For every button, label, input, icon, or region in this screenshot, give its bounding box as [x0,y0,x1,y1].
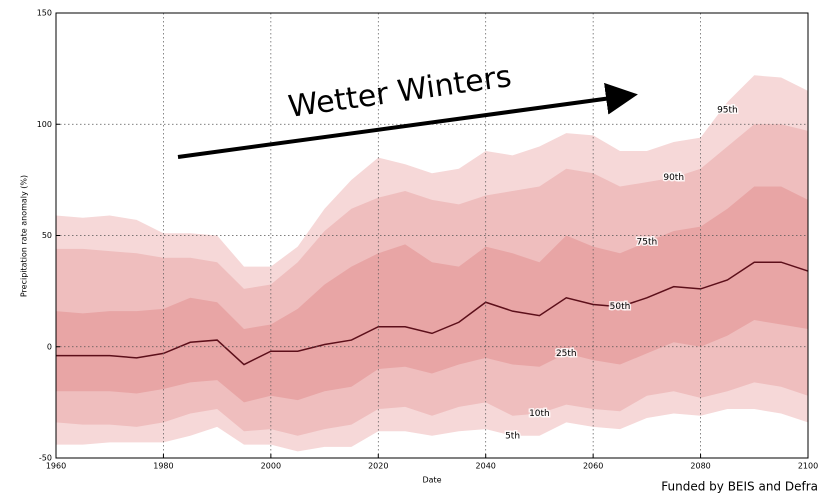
x-tick-label: 2000 [261,462,281,471]
y-tick-label: 150 [37,9,52,18]
x-tick-label: 1980 [153,462,173,471]
series-label: 95th [717,106,738,116]
series-label: 10th [529,409,550,419]
y-tick-label: -50 [39,454,52,463]
series-label: 50th [610,302,631,312]
median-line [56,261,809,366]
y-axis-label: Precipitation rate anomaly (%) [20,175,29,297]
x-tick-label: 2060 [583,462,603,471]
series-label: 25th [556,349,577,359]
trend-arrow [177,82,638,159]
x-tick-label: 2080 [690,462,710,471]
x-axis-label: Date [422,476,441,485]
plot-frame [55,12,809,459]
y-tick-label: 50 [42,231,52,240]
x-tick-label: 1960 [46,462,66,471]
footer: Funded by BEIS and Defra [661,480,818,494]
series-label: 75th [637,238,658,248]
series-label: 90th [663,173,684,183]
plot: 5th 10th 25th 50th 75th 90th 95th 1960 1980 2000 2… [37,9,818,471]
x-tick-label: 2020 [368,462,388,471]
x-tick-label: 2100 [798,462,818,471]
y-tick-label: 100 [37,120,52,129]
series-label: 5th [505,431,520,441]
x-tick-label: 2040 [476,462,496,471]
band [56,186,808,403]
y-tick-label: 0 [47,342,52,351]
